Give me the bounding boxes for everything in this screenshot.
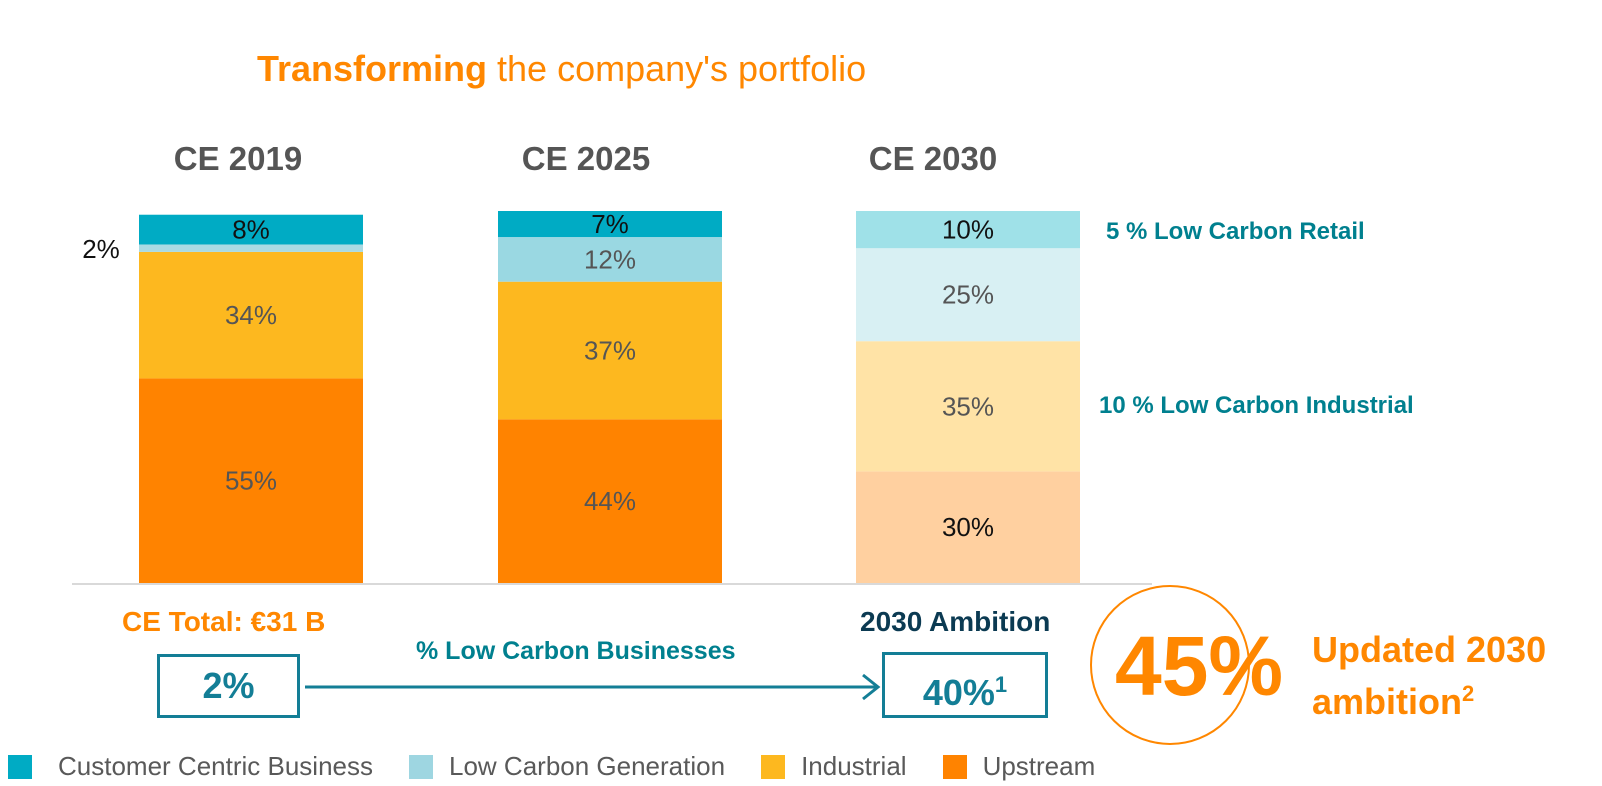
title-bold: Transforming xyxy=(257,48,488,89)
side-label-retail: 5 % Low Carbon Retail xyxy=(1106,218,1365,245)
data-label-customer-centric-business-2: 10% xyxy=(942,215,994,245)
data-label-low-carbon-generation-2: 25% xyxy=(942,280,994,310)
bar-segment-industrial-1 xyxy=(498,281,722,420)
updated-line1: Updated 2030 xyxy=(1312,629,1547,670)
big-value: 45% xyxy=(1115,619,1284,713)
data-label-upstream-1: 44% xyxy=(584,486,636,516)
ambition-label: 2030 Ambition xyxy=(860,606,1051,637)
bar-segment-low-carbon-generation-1 xyxy=(498,237,722,282)
updated-line2: ambition2 xyxy=(1312,681,1475,722)
data-label-industrial-1: 37% xyxy=(584,336,636,366)
legend-swatch xyxy=(409,754,433,779)
data-label-upstream-0: 55% xyxy=(225,466,277,496)
data-label-upstream-2: 30% xyxy=(942,512,994,542)
arrow-label: % Low Carbon Businesses xyxy=(416,637,736,665)
ce-total: CE Total: €31 B xyxy=(122,606,326,637)
highlight-circle xyxy=(1090,585,1250,745)
bar-segment-low-carbon-generation-2 xyxy=(856,248,1080,342)
updated-ambition: Updated 2030 ambition2 xyxy=(1312,628,1546,724)
start-value-box: 2% xyxy=(157,654,300,718)
legend-item-customer-centric: Customer Centric Business xyxy=(8,751,373,782)
progress-arrow xyxy=(305,673,881,701)
arrow-head xyxy=(862,673,881,701)
legend: Customer Centric Business Low Carbon Gen… xyxy=(8,751,1131,782)
chart-title: Transforming the company's portfolio xyxy=(257,48,866,90)
bar-segment-upstream-2 xyxy=(856,471,1080,583)
bar-segment-industrial-0 xyxy=(139,251,363,379)
data-label-customer-centric-business-1: 7% xyxy=(591,209,629,239)
updated-footnote: 2 xyxy=(1462,681,1475,706)
category-label-2025: CE 2025 xyxy=(521,140,651,177)
bar-segment-low-carbon-generation-0 xyxy=(139,244,363,252)
category-label-2019: CE 2019 xyxy=(173,140,303,177)
legend-item-low-carbon-generation: Low Carbon Generation xyxy=(409,751,725,782)
legend-swatch xyxy=(8,754,32,779)
bar-segment-customer-centric-business-1 xyxy=(498,211,722,238)
legend-swatch xyxy=(942,754,967,779)
data-label-low-carbon-generation-1: 12% xyxy=(584,244,636,274)
bar-segment-customer-centric-business-0 xyxy=(139,214,363,245)
bar-segment-upstream-0 xyxy=(139,378,363,583)
data-label-industrial-2: 35% xyxy=(942,391,994,421)
end-footnote: 1 xyxy=(994,672,1008,697)
title-rest: the company's portfolio xyxy=(487,48,867,89)
data-label-low-carbon-generation-0: 2% xyxy=(82,234,120,264)
bar-segment-upstream-1 xyxy=(498,419,722,583)
end-value-box: 40%1 xyxy=(882,652,1048,718)
bar-segment-industrial-2 xyxy=(856,341,1080,472)
legend-item-upstream: Upstream xyxy=(942,751,1095,782)
data-label-customer-centric-business-0: 8% xyxy=(232,215,270,245)
legend-swatch xyxy=(761,754,786,779)
legend-item-industrial: Industrial xyxy=(761,751,907,782)
start-value: 2% xyxy=(202,665,255,706)
end-value: 40% xyxy=(922,672,995,713)
side-label-industrial: 10 % Low Carbon Industrial xyxy=(1099,392,1414,419)
data-label-industrial-0: 34% xyxy=(225,300,277,330)
category-label-2030: CE 2030 xyxy=(868,140,998,177)
bar-segment-customer-centric-business-2 xyxy=(856,211,1080,249)
